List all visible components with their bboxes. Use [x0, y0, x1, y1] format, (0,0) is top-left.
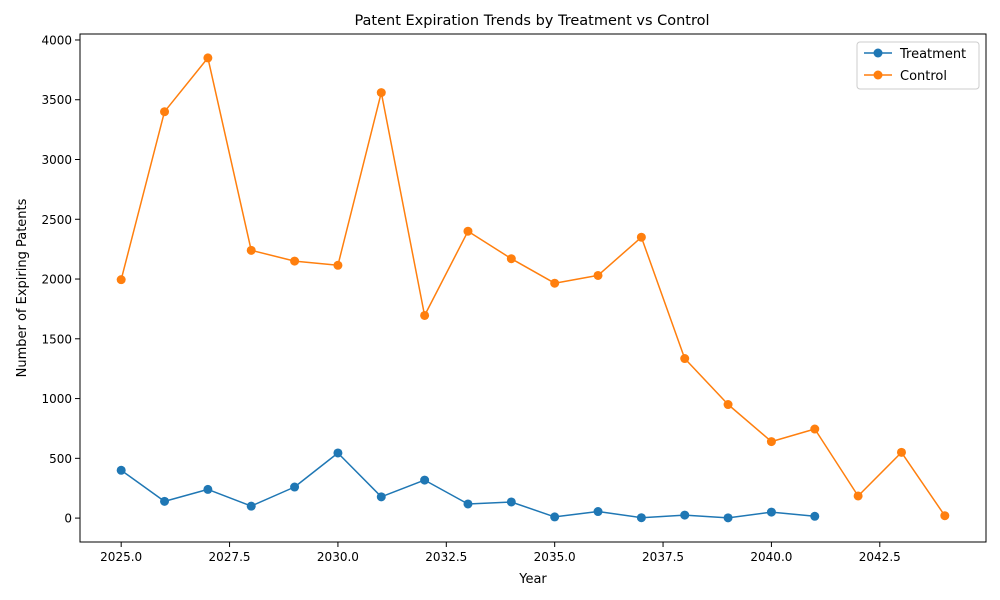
data-point-treatment [593, 507, 603, 517]
y-tick-label: 1500 [41, 332, 72, 346]
data-point-control [680, 354, 690, 364]
data-point-control [160, 107, 170, 117]
data-point-control [636, 232, 646, 242]
y-tick-label: 0 [64, 512, 72, 526]
data-point-control [463, 226, 473, 236]
data-point-control [853, 491, 863, 501]
data-point-control [550, 278, 560, 288]
data-point-treatment [463, 499, 473, 509]
y-tick-label: 500 [49, 452, 72, 466]
data-point-treatment [290, 482, 300, 492]
data-point-control [896, 447, 906, 457]
legend-label-treatment: Treatment [899, 47, 966, 62]
x-tick-label: 2042.5 [859, 550, 901, 564]
data-point-treatment [203, 484, 213, 494]
data-point-treatment [766, 507, 776, 517]
data-point-control [116, 275, 126, 285]
data-point-control [203, 53, 213, 63]
data-point-control [290, 256, 300, 266]
x-tick-label: 2032.5 [425, 550, 467, 564]
data-point-treatment [420, 475, 430, 485]
data-point-treatment [160, 496, 170, 506]
x-tick-label: 2035.0 [534, 550, 576, 564]
legend-label-control: Control [900, 69, 947, 84]
x-tick-label: 2030.0 [317, 550, 359, 564]
legend-marker-control [873, 70, 883, 80]
data-point-treatment [723, 513, 733, 523]
chart-title: Patent Expiration Trends by Treatment vs… [354, 13, 709, 29]
x-axis-label: Year [518, 572, 547, 587]
y-tick-label: 2500 [41, 213, 72, 227]
data-point-treatment [810, 511, 820, 521]
data-point-treatment [116, 465, 126, 475]
data-point-treatment [636, 513, 646, 523]
x-tick-label: 2025.0 [100, 550, 142, 564]
data-point-control [810, 424, 820, 434]
y-tick-label: 3000 [41, 153, 72, 167]
data-point-treatment [376, 492, 386, 502]
plot-area [116, 53, 950, 523]
data-point-control [333, 260, 343, 270]
y-tick-label: 1000 [41, 392, 72, 406]
data-point-control [766, 437, 776, 447]
data-point-treatment [506, 497, 516, 507]
data-point-treatment [550, 512, 560, 522]
data-point-control [376, 88, 386, 98]
x-tick-label: 2037.5 [642, 550, 684, 564]
legend: Treatment Control [856, 41, 980, 90]
series-line-control [120, 57, 946, 517]
data-point-control [420, 310, 430, 320]
data-point-treatment [680, 510, 690, 520]
x-axis: 2025.0 2027.5 2030.0 2032.5 2035.0 2037.5 2040… [100, 542, 901, 564]
y-axis: 0 500 1000 1500 2000 2500 3000 3500 4000 [41, 33, 80, 526]
legend-marker-treatment [873, 48, 883, 58]
data-point-control [723, 400, 733, 410]
x-tick-label: 2027.5 [209, 550, 251, 564]
data-point-treatment [246, 501, 256, 511]
plot-frame [79, 33, 987, 543]
y-axis-label: Number of Expiring Patents [15, 198, 30, 377]
data-point-control [246, 245, 256, 255]
y-tick-label: 2000 [41, 273, 72, 287]
x-tick-label: 2040.0 [750, 550, 792, 564]
y-tick-label: 3500 [41, 93, 72, 107]
data-point-control [506, 254, 516, 264]
data-point-control [593, 270, 603, 280]
data-point-treatment [333, 448, 343, 458]
y-tick-label: 4000 [41, 33, 72, 47]
data-point-control [940, 511, 950, 521]
